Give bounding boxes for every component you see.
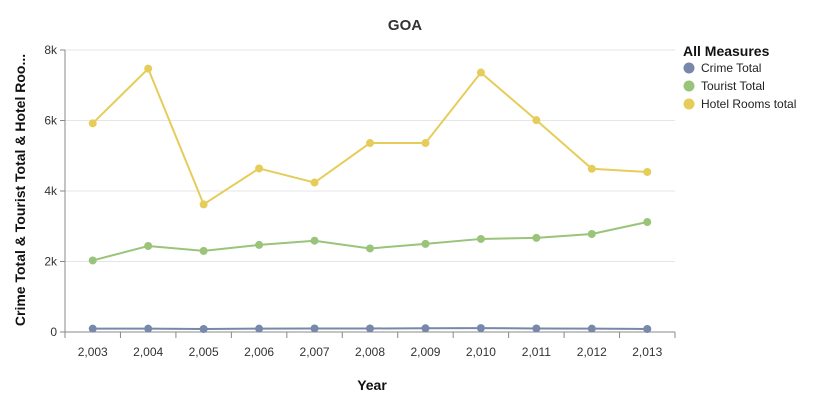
- data-point[interactable]: [421, 139, 430, 148]
- legend: All Measures Crime Total Tourist Total Hot…: [683, 43, 796, 111]
- x-tick-label: 2,007: [300, 345, 330, 359]
- series-line: [92, 221, 648, 262]
- series-group: [88, 64, 652, 334]
- data-point[interactable]: [643, 325, 652, 334]
- data-point[interactable]: [476, 234, 485, 243]
- legend-label[interactable]: Hotel Rooms total: [701, 97, 796, 111]
- data-point[interactable]: [587, 230, 596, 239]
- data-point[interactable]: [310, 236, 319, 245]
- data-point[interactable]: [366, 324, 374, 333]
- x-tick-label: 2,013: [632, 345, 662, 359]
- data-point[interactable]: [144, 241, 153, 250]
- y-axis-title: Crime Total & Tourist Total & Hotel Roo.…: [12, 54, 28, 326]
- legend-swatch: [683, 98, 695, 110]
- x-tick-label: 2,008: [355, 345, 385, 359]
- series-tourist-total: [88, 218, 652, 265]
- x-tick-label: 2,003: [78, 345, 108, 359]
- data-point[interactable]: [310, 324, 319, 333]
- data-point[interactable]: [476, 68, 485, 77]
- data-point[interactable]: [255, 164, 264, 173]
- data-point[interactable]: [366, 139, 374, 148]
- legend-title: All Measures: [683, 43, 770, 59]
- series-hotel-rooms-total: [88, 64, 652, 209]
- data-point[interactable]: [532, 324, 541, 333]
- y-tick-label: 6k: [44, 114, 58, 128]
- gridlines: [65, 49, 675, 262]
- series-crime-total: [88, 324, 652, 334]
- x-axis-title: Year: [357, 377, 387, 393]
- x-tick-label: 2,011: [522, 345, 551, 359]
- legend-swatch: [683, 80, 695, 92]
- data-point[interactable]: [255, 240, 264, 249]
- x-tick-label: 2,004: [133, 345, 163, 359]
- legend-label[interactable]: Crime Total: [701, 61, 761, 75]
- data-point[interactable]: [421, 324, 430, 333]
- y-tick-label: 2k: [44, 255, 58, 269]
- y-tick-label: 4k: [44, 184, 58, 198]
- x-tick-label: 2,005: [189, 345, 219, 359]
- data-point[interactable]: [366, 244, 374, 253]
- data-point[interactable]: [88, 324, 97, 333]
- y-tick-label: 8k: [44, 43, 58, 57]
- data-point[interactable]: [199, 325, 208, 334]
- data-point[interactable]: [643, 167, 652, 176]
- data-point[interactable]: [255, 324, 264, 333]
- legend-swatch: [683, 62, 695, 74]
- data-point[interactable]: [88, 119, 97, 128]
- data-point[interactable]: [199, 200, 208, 209]
- data-point[interactable]: [310, 178, 319, 187]
- x-tick-label: 2,009: [410, 345, 440, 359]
- y-tick-label: 0: [50, 325, 57, 339]
- data-point[interactable]: [199, 246, 208, 255]
- legend-label[interactable]: Tourist Total: [701, 79, 765, 93]
- x-tick-label: 2,012: [577, 345, 607, 359]
- chart-title: GOA: [388, 17, 422, 34]
- data-point[interactable]: [144, 64, 153, 73]
- data-point[interactable]: [643, 218, 652, 227]
- data-point[interactable]: [532, 233, 541, 242]
- series-line: [92, 66, 648, 206]
- x-tick-label: 2,006: [244, 345, 274, 359]
- axes: 0 2k 4k 6k 8k 2,003 2,004 2,005 2,006 2,007 2,008 2…: [44, 43, 676, 359]
- data-point[interactable]: [476, 324, 485, 333]
- data-point[interactable]: [144, 324, 153, 333]
- data-point[interactable]: [587, 164, 596, 173]
- x-tick-label: 2,010: [466, 345, 496, 359]
- data-point[interactable]: [421, 239, 430, 248]
- data-point[interactable]: [532, 116, 541, 125]
- data-point[interactable]: [587, 324, 596, 333]
- data-point[interactable]: [88, 256, 97, 265]
